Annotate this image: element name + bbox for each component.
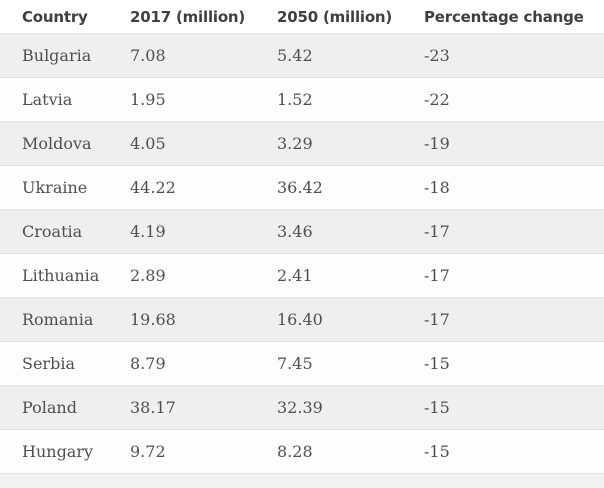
cell-2017: 4.05 bbox=[130, 134, 166, 153]
cell-2017: 2.89 bbox=[130, 266, 166, 285]
table-header-row: Country 2017 (million) 2050 (million) Pe… bbox=[0, 0, 604, 34]
cell-2017: 8.79 bbox=[130, 354, 166, 373]
cell-country: Moldova bbox=[22, 134, 92, 153]
cell-percentage-change: -15 bbox=[424, 442, 450, 461]
table-row: Moldova 4.05 3.29 -19 bbox=[0, 121, 604, 166]
cell-country: Hungary bbox=[22, 442, 94, 461]
population-table: Country 2017 (million) 2050 (million) Pe… bbox=[0, 0, 604, 473]
table-row: Serbia 8.79 7.45 -15 bbox=[0, 341, 604, 386]
cell-2017: 38.17 bbox=[130, 398, 176, 417]
cell-country: Bulgaria bbox=[22, 46, 92, 65]
cell-2017: 44.22 bbox=[130, 178, 176, 197]
cell-percentage-change: -15 bbox=[424, 398, 450, 417]
cell-country: Ukraine bbox=[22, 178, 88, 197]
cell-2017: 1.95 bbox=[130, 90, 166, 109]
table-row: Romania 19.68 16.40 -17 bbox=[0, 297, 604, 342]
cell-percentage-change: -17 bbox=[424, 222, 450, 241]
cell-2017: 19.68 bbox=[130, 310, 176, 329]
table-row: Poland 38.17 32.39 -15 bbox=[0, 385, 604, 430]
cell-2050: 2.41 bbox=[277, 266, 313, 285]
column-header-2050: 2050 (million) bbox=[255, 0, 402, 34]
cell-percentage-change: -18 bbox=[424, 178, 450, 197]
table-row: Bulgaria 7.08 5.42 -23 bbox=[0, 33, 604, 78]
cell-country: Croatia bbox=[22, 222, 83, 241]
cell-percentage-change: -23 bbox=[424, 46, 450, 65]
cell-2050: 5.42 bbox=[277, 46, 313, 65]
partial-next-row bbox=[0, 473, 604, 488]
column-header-2017: 2017 (million) bbox=[108, 0, 255, 34]
table-header: Country 2017 (million) 2050 (million) Pe… bbox=[0, 0, 604, 34]
table-row: Hungary 9.72 8.28 -15 bbox=[0, 429, 604, 473]
cell-country: Serbia bbox=[22, 354, 75, 373]
cell-country: Romania bbox=[22, 310, 94, 329]
cell-percentage-change: -19 bbox=[424, 134, 450, 153]
cell-percentage-change: -22 bbox=[424, 90, 450, 109]
cell-2050: 16.40 bbox=[277, 310, 323, 329]
cell-country: Poland bbox=[22, 398, 77, 417]
cell-2050: 7.45 bbox=[277, 354, 313, 373]
table-body: Bulgaria 7.08 5.42 -23 Latvia 1.95 1.52 -22 Mold… bbox=[0, 33, 604, 473]
table-row: Latvia 1.95 1.52 -22 bbox=[0, 77, 604, 122]
column-header-country: Country bbox=[0, 0, 108, 34]
cell-2050: 3.46 bbox=[277, 222, 313, 241]
cell-country: Lithuania bbox=[22, 266, 100, 285]
column-header-percentage-change: Percentage change bbox=[402, 0, 604, 34]
table-row: Ukraine 44.22 36.42 -18 bbox=[0, 165, 604, 210]
cell-percentage-change: -15 bbox=[424, 354, 450, 373]
table-row: Lithuania 2.89 2.41 -17 bbox=[0, 253, 604, 298]
cell-percentage-change: -17 bbox=[424, 266, 450, 285]
cell-2017: 4.19 bbox=[130, 222, 166, 241]
cell-percentage-change: -17 bbox=[424, 310, 450, 329]
cell-2017: 7.08 bbox=[130, 46, 166, 65]
cell-2050: 1.52 bbox=[277, 90, 313, 109]
cell-country: Latvia bbox=[22, 90, 73, 109]
cell-2017: 9.72 bbox=[130, 442, 166, 461]
table-row: Croatia 4.19 3.46 -17 bbox=[0, 209, 604, 254]
cell-2050: 3.29 bbox=[277, 134, 313, 153]
cell-2050: 36.42 bbox=[277, 178, 323, 197]
cell-2050: 32.39 bbox=[277, 398, 323, 417]
cell-2050: 8.28 bbox=[277, 442, 313, 461]
